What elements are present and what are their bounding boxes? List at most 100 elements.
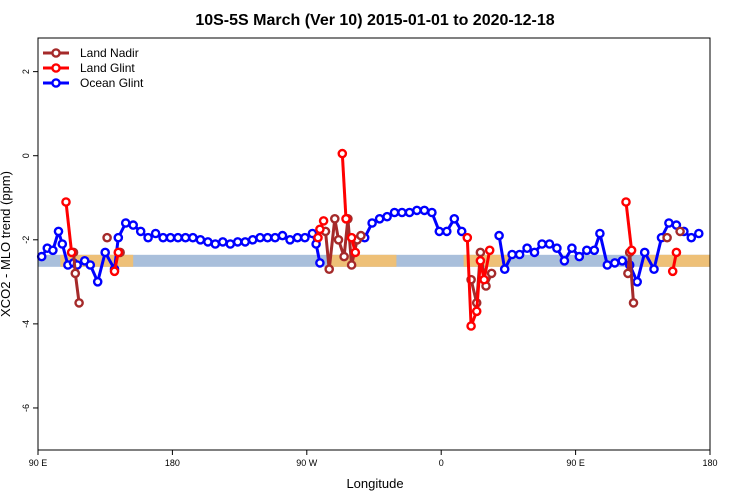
land-glint-point xyxy=(621,197,631,207)
land-nadir-point xyxy=(333,234,344,245)
ocean-glint-point xyxy=(617,255,628,266)
ocean-glint-point xyxy=(552,243,562,253)
ocean-glint-point xyxy=(150,228,161,239)
land-nadir-point xyxy=(329,213,340,224)
ocean-glint-point xyxy=(574,251,585,262)
land-nadir-point xyxy=(339,251,349,262)
x-tick-label: 0 xyxy=(439,458,444,468)
ocean-glint-point xyxy=(158,232,168,243)
land-nadir-point xyxy=(623,268,633,279)
ocean-glint-point xyxy=(434,226,445,237)
ocean-glint-point xyxy=(143,232,153,243)
land-band-2 xyxy=(463,254,509,267)
land-nadir-point xyxy=(675,226,685,237)
ocean-glint-point xyxy=(367,218,377,228)
land-glint-point xyxy=(313,232,323,243)
ocean-glint-point xyxy=(292,232,303,243)
land-nadir-point xyxy=(662,232,672,243)
land-nadir-point xyxy=(486,268,497,279)
ocean-glint-point xyxy=(135,226,146,237)
ocean-glint-point xyxy=(397,207,407,218)
ocean-glint-point xyxy=(53,226,64,237)
ocean-glint-point xyxy=(277,230,288,241)
land-glint-point xyxy=(671,247,682,258)
ocean-glint-point xyxy=(639,247,650,258)
land-nadir-point xyxy=(346,260,357,270)
ocean-glint-point xyxy=(404,207,415,218)
y-tick-label: -2 xyxy=(21,236,31,244)
land-glint-point xyxy=(475,255,486,266)
y-tick-label: 0 xyxy=(21,153,31,158)
land-glint-point xyxy=(341,213,351,224)
ocean-glint-point xyxy=(36,251,47,262)
ocean-glint-point xyxy=(595,228,605,239)
land-glint-point xyxy=(109,266,120,277)
ocean-glint-point xyxy=(602,260,613,270)
plot-area xyxy=(36,148,710,331)
ocean-glint-point xyxy=(499,264,510,275)
land-glint-point xyxy=(337,148,348,159)
ocean-glint-point xyxy=(262,232,273,243)
ocean-glint-point xyxy=(610,258,620,268)
ocean-glint-point xyxy=(686,232,697,243)
chart-title: 10S-5S March (Ver 10) 2015-01-01 to 2020… xyxy=(195,12,554,29)
land-nadir-point xyxy=(102,232,112,243)
ocean-glint-point xyxy=(217,237,228,247)
ocean-glint-point xyxy=(128,220,138,230)
ocean-glint-point xyxy=(494,230,504,241)
legend-ocean-glint-label: Ocean Glint xyxy=(80,76,144,90)
land-glint-point xyxy=(667,266,678,277)
land-glint-line-3 xyxy=(340,153,348,219)
y-tick-label: -6 xyxy=(21,404,31,412)
x-tick-label: 90 E xyxy=(29,458,48,468)
land-glint-point xyxy=(484,245,495,256)
ocean-glint-point xyxy=(582,245,592,256)
ocean-glint-point xyxy=(664,218,674,228)
land-nadir-point xyxy=(628,298,639,308)
land-glint-point xyxy=(350,247,361,258)
ocean-glint-point xyxy=(255,232,265,243)
ocean-glint-point xyxy=(529,247,540,258)
ocean-glint-point xyxy=(427,207,437,218)
land-glint-point xyxy=(318,216,329,226)
land-nadir-point xyxy=(70,268,81,279)
ocean-glint-point xyxy=(195,234,206,245)
x-axis-label: Longitude xyxy=(346,476,403,491)
axes: 90 E 180 90 W 0 90 E 180 2 0 -2 -4 -6 xyxy=(21,37,718,468)
x-tick-label: 90 W xyxy=(296,458,318,468)
ocean-glint-point xyxy=(632,276,643,287)
land-band-3 xyxy=(642,254,710,267)
ocean-glint-point xyxy=(382,211,392,222)
land-band-1 xyxy=(329,254,397,267)
ocean-glint-point xyxy=(270,232,280,243)
land-glint-line-6 xyxy=(624,201,634,251)
ocean-glint-point xyxy=(441,226,452,237)
ocean-glint-point xyxy=(232,237,243,247)
ocean-glint-line-0 xyxy=(40,221,322,284)
ocean-glint-point xyxy=(456,226,467,237)
ocean-glint-point xyxy=(210,239,221,249)
land-glint-point xyxy=(346,232,357,243)
land-glint-point xyxy=(479,274,489,285)
y-axis-label: XCO2 - MLO trend (ppm) xyxy=(0,171,13,317)
ocean-glint-point xyxy=(507,249,517,260)
ocean-glint-point xyxy=(57,239,68,249)
ocean-glint-point xyxy=(203,237,213,247)
land-glint-point xyxy=(462,232,473,243)
ocean-glint-point xyxy=(85,260,96,270)
legend-land-glint-label: Land Glint xyxy=(80,61,135,75)
ocean-glint-point xyxy=(559,255,570,266)
ocean-glint-point xyxy=(537,239,547,249)
land-nadir-point xyxy=(475,247,486,258)
y-tick-label: -4 xyxy=(21,320,31,328)
ocean-glint-point xyxy=(92,276,103,287)
land-nadir-point xyxy=(74,298,84,308)
ocean-glint-point xyxy=(247,234,258,245)
ocean-glint-point xyxy=(315,258,325,268)
ocean-glint-point xyxy=(649,264,659,275)
land-glint-point xyxy=(61,197,71,207)
ocean-glint-point xyxy=(419,205,430,216)
land-nadir-point xyxy=(324,264,335,275)
ocean-glint-point xyxy=(589,245,600,256)
